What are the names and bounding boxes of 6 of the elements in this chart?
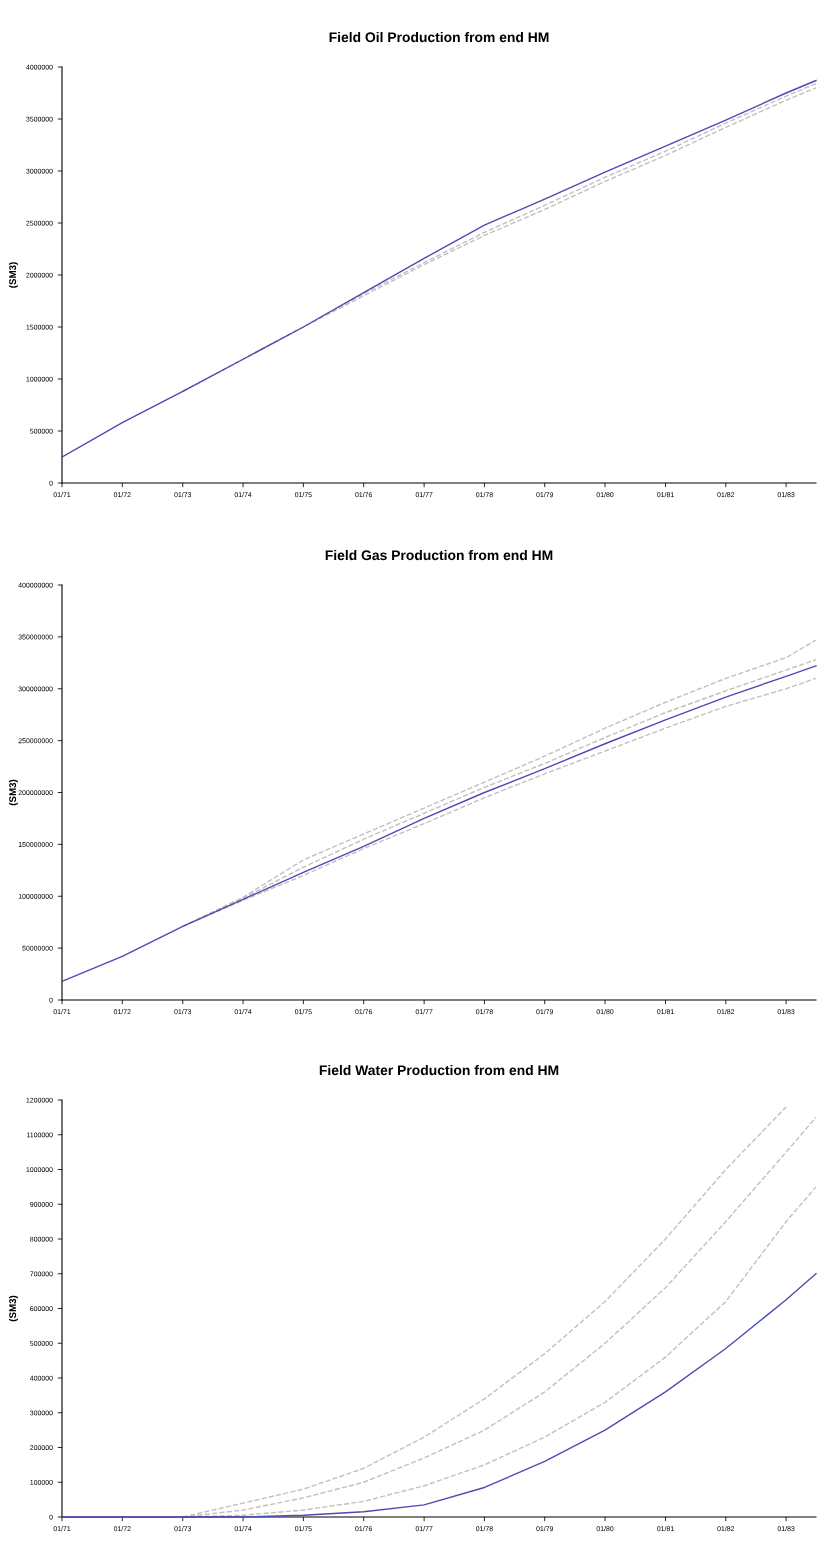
y-axis-title: (SM3): [8, 262, 18, 288]
chart-title: Field Water Production from end HM: [319, 1064, 559, 1076]
y-axis-title: (SM3): [8, 1295, 18, 1322]
chart-title: Field Oil Production from end HM: [329, 31, 549, 43]
y-axis-title: (SM3): [8, 779, 18, 806]
chart-title: Field Gas Production from end HM: [325, 549, 553, 561]
